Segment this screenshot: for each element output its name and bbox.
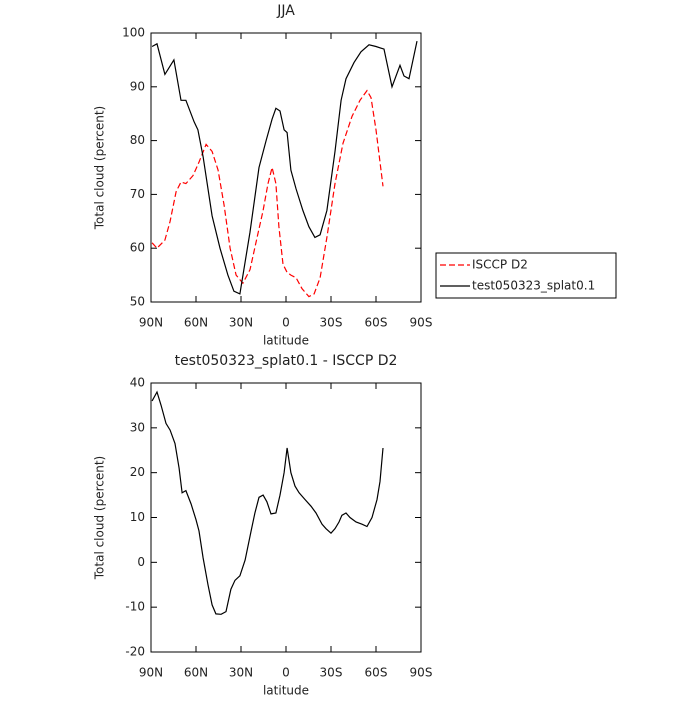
y-tick-label: 0 (137, 555, 145, 569)
x-tick-label: 0 (282, 316, 290, 330)
y-tick-label: 20 (130, 465, 145, 479)
x-tick-label: 60S (365, 666, 388, 680)
y-tick-label: 90 (130, 79, 145, 93)
y-tick-label: -20 (125, 645, 145, 659)
y-tick-label: 70 (130, 187, 145, 201)
y-tick-label: 80 (130, 133, 145, 147)
x-tick-label: 60N (184, 316, 208, 330)
y-tick-label: 60 (130, 241, 145, 255)
x-tick-label: 0 (282, 666, 290, 680)
legend-label: ISCCP D2 (472, 258, 528, 272)
y-tick-label: 10 (130, 510, 145, 524)
x-axis-label: latitude (263, 684, 309, 698)
chart-title: test050323_splat0.1 - ISCCP D2 (175, 353, 398, 369)
plot-frame (150, 382, 422, 653)
chart-title: JJA (276, 3, 295, 19)
x-tick-label: 30S (320, 316, 343, 330)
x-tick-label: 30N (229, 666, 253, 680)
y-tick-label: -10 (125, 600, 145, 614)
y-axis-label: Total cloud (percent) (93, 106, 107, 230)
x-tick-label: 60N (184, 666, 208, 680)
x-tick-label: 30N (229, 316, 253, 330)
data-line (151, 89, 384, 298)
x-tick-label: 30S (320, 666, 343, 680)
x-tick-label: 90N (139, 666, 163, 680)
y-axis-label: Total cloud (percent) (93, 456, 107, 580)
data-line (151, 390, 384, 615)
x-tick-label: 90S (410, 666, 433, 680)
x-axis-label: latitude (263, 334, 309, 348)
x-tick-label: 90S (410, 316, 433, 330)
y-tick-label: 100 (122, 26, 145, 40)
x-tick-label: 90N (139, 316, 163, 330)
legend-label: test050323_splat0.1 (472, 279, 595, 293)
data-line (151, 40, 418, 295)
y-tick-label: 30 (130, 420, 145, 434)
y-tick-label: 40 (130, 376, 145, 390)
legend-box (435, 252, 617, 299)
y-tick-label: 50 (130, 295, 145, 309)
x-tick-label: 60S (365, 316, 388, 330)
